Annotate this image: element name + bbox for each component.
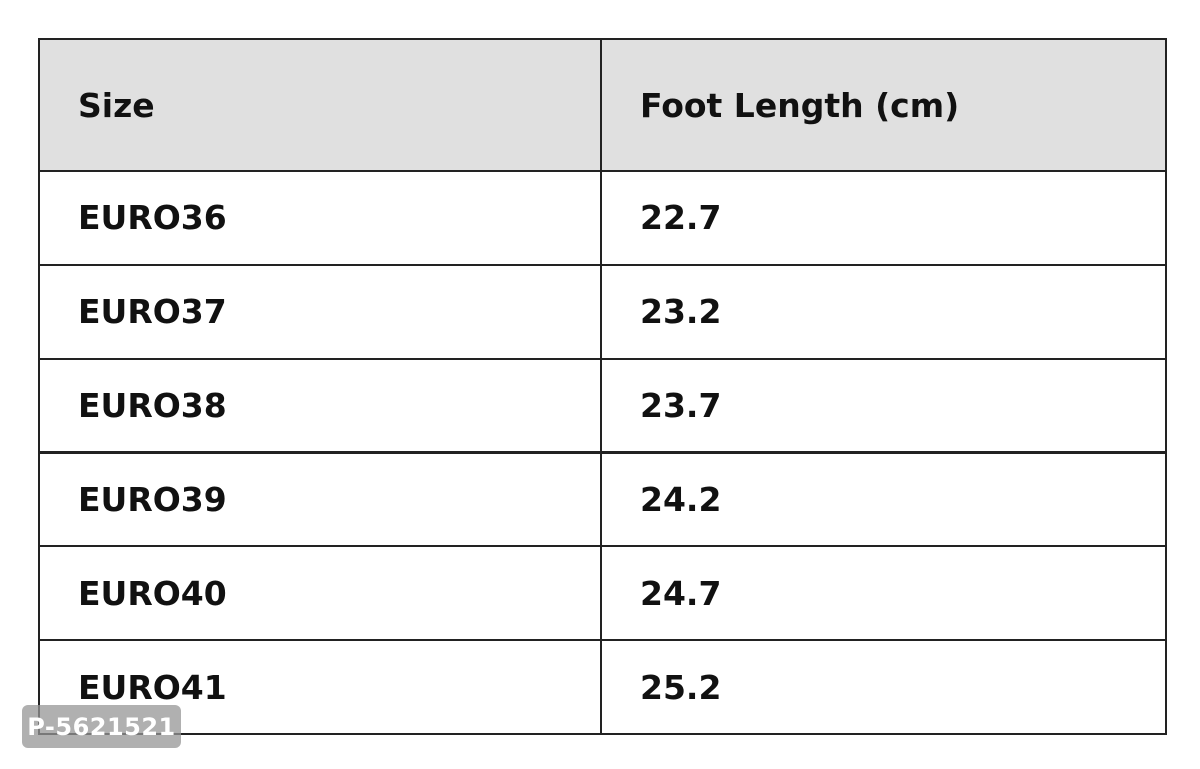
header-cell: Size (38, 38, 602, 172)
table-cell: EURO38 (38, 357, 602, 454)
table-cell: 24.7 (600, 545, 1167, 642)
table-cell: 22.7 (600, 170, 1167, 266)
table-cell: EURO41 (38, 639, 602, 735)
table-cell: 23.7 (600, 357, 1167, 454)
table-cell: EURO37 (38, 263, 602, 360)
table-cell: EURO36 (38, 170, 602, 266)
table-cell: 23.2 (600, 263, 1167, 360)
header-cell: Foot Length (cm) (600, 38, 1167, 172)
table-cell: 24.2 (600, 451, 1167, 548)
table-cell: EURO40 (38, 545, 602, 642)
watermark: P-5621521 (22, 705, 181, 748)
table-cell: EURO39 (38, 451, 602, 548)
table-cell: 25.2 (600, 639, 1167, 735)
